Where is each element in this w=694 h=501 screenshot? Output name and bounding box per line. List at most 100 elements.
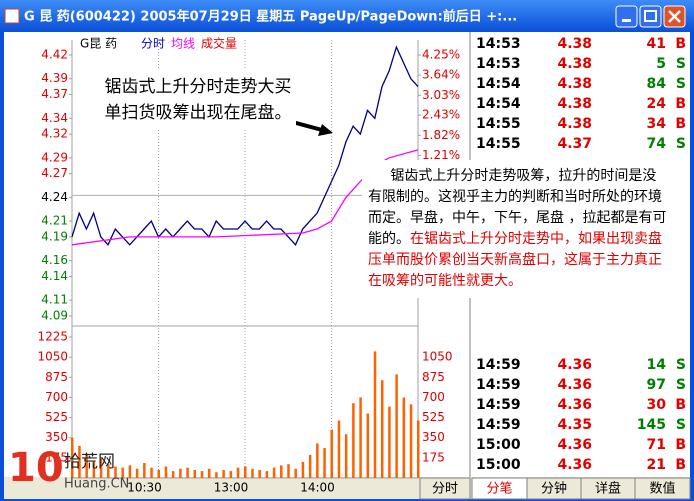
y-tick-label: 4.21 [41,214,68,228]
watermark-name: 拾荒网 [64,452,115,472]
maximize-button[interactable] [639,5,662,28]
volume-bar [265,471,269,478]
trade-volume: 74 [647,136,667,152]
trade-time: 14:53 [476,36,521,52]
trade-side: S [676,76,686,92]
x-tick-label: 14:00 [300,481,335,495]
trade-price: 4.36 [557,377,592,393]
volume-bar [186,467,189,478]
trade-price: 4.35 [557,417,592,433]
volume-bar [287,464,290,478]
trade-side: B [675,397,686,413]
trade-time: 14:55 [476,136,521,152]
tab-label[interactable]: 数值 [649,481,675,497]
volume-bar [344,434,348,478]
volume-bar [402,397,406,478]
volume-bar [330,429,333,478]
volume-bar [150,467,153,478]
volume-bar [121,467,124,478]
trade-volume: 21 [647,457,666,473]
trade-volume: 14 [647,357,667,373]
volume-bar [171,471,175,478]
tab-label[interactable]: 分时 [432,482,458,497]
trade-side: S [676,417,686,433]
watermark-url: Huang.CN [64,477,129,492]
legend-entry: 均线 [171,37,195,51]
volume-bar [229,471,233,478]
y-tick-label: 4.11 [41,293,68,307]
trade-volume: 41 [647,36,666,52]
volume-bar [114,466,117,478]
volume-bar [92,460,96,478]
volume-bar [85,454,88,478]
y-tick-label: 1225 [37,330,68,344]
y-tick-label: 4.27 [41,166,68,180]
minimize-button[interactable] [615,5,638,28]
trade-time: 14:59 [476,357,521,373]
volume-bar [244,466,247,478]
trade-time: 14:55 [476,116,521,132]
tab-label[interactable]: 详盘 [595,481,621,497]
trade-list: 14:53 4.38 41 B14:53 4.38 5 S14:54 4.38 84 S14:54… [476,36,686,473]
volume-bar [164,466,168,478]
trade-volume: 24 [647,96,667,112]
volume-bar [251,468,254,478]
y-right-tick-label: 175 [422,450,445,464]
tab-label[interactable]: 分钟 [541,481,567,497]
trade-price: 4.36 [557,457,592,473]
x-tick-label: 10:30 [127,481,162,495]
volume-bar [388,406,391,478]
trade-price: 4.38 [557,116,592,132]
app-icon [4,8,20,24]
tab[interactable] [634,477,691,500]
trade-volume: 71 [647,437,666,453]
tab-label[interactable]: 分笔 [486,481,512,497]
trade-side: B [675,457,686,473]
trade-time: 14:54 [476,76,521,92]
minimize-icon [622,19,631,22]
tab[interactable] [419,477,471,500]
tabs: 分时 分笔 分钟 详盘 数值 [419,477,691,500]
y-tick-label: 350 [45,430,68,444]
volume-bar [135,468,139,478]
window-title: G 昆 药(600422) 2005年07月29日 星期五 PageUp/Pag… [24,9,517,25]
series-line [71,45,419,246]
volume-bar [143,463,146,478]
trade-time: 14:59 [476,397,521,413]
annotation-text: 锯齿式上升分时走势吸筹，拉升的时间是没有限制的。这视乎主力的判断和当时所处的环境… [368,168,667,247]
volume-bar [316,443,319,478]
volume-bar [71,437,74,478]
y-tick-label: 4.09 [41,309,68,323]
volume-bar [258,469,261,478]
y-right-tick-label: 1050 [422,350,453,364]
trade-side: S [676,56,686,72]
trade-time: 14:59 [476,417,521,433]
volume-bar [380,380,384,478]
y-tick-label: 875 [45,370,68,384]
volume-bar [200,471,204,478]
volume-bar [323,448,326,478]
y-tick-label: 4.32 [41,127,68,141]
trade-side: S [676,136,686,152]
legend-entry: 成交量 [201,36,237,51]
y2-tick-label: 3.03% [422,88,460,102]
trade-time: 15:00 [476,457,521,473]
trade-volume: 97 [647,377,666,393]
trade-time: 14:54 [476,96,521,112]
y-tick-label: 700 [45,390,68,404]
trade-time: 14:59 [476,377,521,393]
trade-price: 4.37 [557,136,592,152]
y-right-tick-label: 700 [422,390,445,404]
volume-bar [78,445,81,478]
trade-side: B [675,96,686,112]
volume-bar [99,457,103,478]
y2-tick-label: 2.43% [422,108,460,122]
close-icon [668,10,681,23]
trade-volume: 145 [637,417,666,433]
trade-volume: 30 [647,397,667,413]
y2-tick-label: 3.64% [422,68,460,82]
y-tick-label: 4.24 [41,190,68,204]
volume-bar [352,403,355,478]
volume-bar [301,461,305,478]
stock-name: G昆 药 [80,37,117,51]
